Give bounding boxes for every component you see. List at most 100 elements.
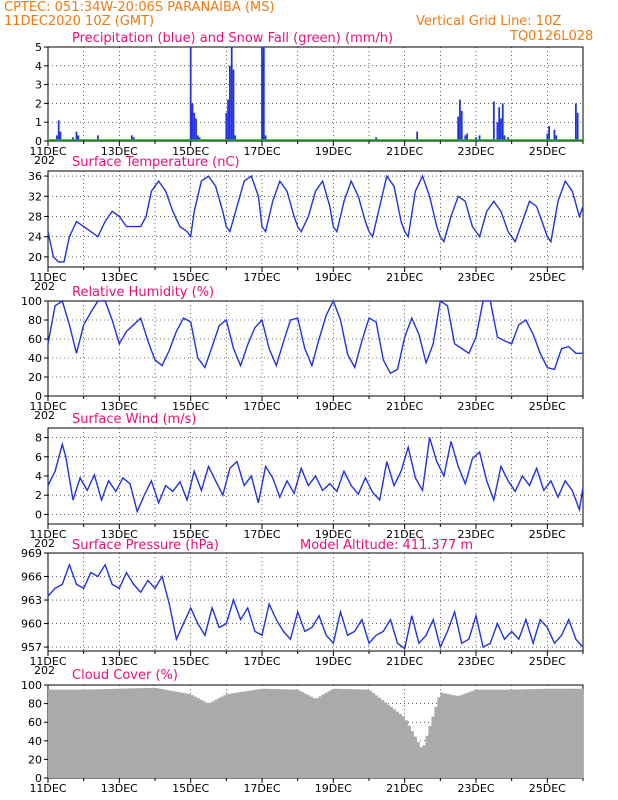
x-tick-label: 13DEC: [101, 400, 138, 413]
x-tick-label: 23DEC: [457, 782, 494, 795]
x-tick-label: 13DEC: [101, 528, 138, 541]
cloud-bar: [556, 688, 560, 778]
cloud-bar: [330, 689, 334, 778]
cloud-bar: [383, 702, 388, 778]
cloud-bar: [146, 687, 150, 778]
cloud-bar: [53, 689, 58, 778]
cloud-bar: [440, 692, 444, 778]
cloud-bar: [538, 688, 542, 778]
cloud-bar: [125, 688, 129, 778]
x-tick-label: 25DEC: [529, 655, 566, 668]
cloud-bar: [273, 689, 278, 778]
precipitation-bars: [48, 47, 583, 141]
y-tick-label: 100: [21, 679, 42, 692]
cloud-bar: [327, 691, 331, 778]
precipitation-bar: [261, 60, 264, 141]
x-tick-label: 23DEC: [457, 528, 494, 541]
y-tick-label: 28: [28, 210, 42, 223]
humidity-panel: Relative Humidity (%) 0 20 40 60 80 100 11DEC…: [21, 285, 584, 422]
precipitation-bar: [232, 69, 235, 141]
y-tick-label: 966: [21, 571, 42, 584]
x-tick-label: 23DEC: [457, 271, 494, 284]
cloud-bar: [160, 689, 165, 778]
cloud-bar: [101, 689, 105, 778]
cloud-bar: [175, 691, 180, 778]
precipitation-bar: [56, 135, 58, 141]
y-tick-label: 1: [35, 116, 42, 129]
wind-series-line: [47, 437, 584, 514]
humidity-x-ticks: 11DEC 13DEC 15DEC 17DEC 19DEC 21DEC 23DEC 25DEC…: [29, 396, 584, 422]
x-tick-label: 21DEC: [386, 271, 423, 284]
cloud-bar: [199, 699, 203, 778]
cloud-bar: [419, 747, 423, 778]
cloud-bar: [187, 694, 191, 778]
precipitation-bar: [264, 135, 267, 141]
cloud-bar: [458, 695, 462, 778]
precipitation-bar: [230, 47, 233, 141]
y-tick-label: 0: [35, 508, 42, 521]
cloud-bar: [163, 689, 168, 778]
cloud-bar: [169, 690, 174, 778]
cloud-bar: [354, 689, 358, 778]
x-tick-label: 17DEC: [243, 400, 280, 413]
precipitation-bar: [500, 118, 502, 141]
cloud-bar: [89, 689, 93, 778]
cloud-bar: [342, 688, 346, 778]
cloud-bar: [226, 694, 230, 778]
cloud-bar: [110, 688, 114, 778]
cloud-bar: [398, 714, 402, 778]
y-tick-label: 0: [35, 772, 42, 785]
cloud-bar: [196, 698, 200, 778]
precipitation-bar: [498, 107, 501, 141]
header-grid-note: Vertical Grid Line: 10Z: [416, 14, 561, 29]
precipitation-bar: [375, 137, 378, 141]
header-code: TQ0126L028: [509, 29, 593, 44]
cloud-bar: [229, 693, 233, 778]
y-tick-label: 60: [28, 716, 42, 729]
x-tick-label: 13DEC: [101, 782, 138, 795]
cloud-bar: [467, 692, 471, 778]
cloud-bar: [80, 689, 84, 778]
cloud-bar: [502, 689, 507, 778]
x-tick-label: 19DEC: [315, 528, 352, 541]
precipitation-bar: [464, 135, 467, 141]
cloud-bar: [95, 689, 99, 778]
x-tick-label: 21DEC: [386, 655, 423, 668]
temperature-x-ticks: 11DEC 13DEC 15DEC 17DEC 19DEC 21DEC 23DEC 25DEC…: [29, 267, 584, 293]
cloud-bar: [122, 688, 126, 778]
precipitation-bar: [503, 135, 506, 141]
cloud-bar: [303, 693, 307, 778]
x-tick-label: 19DEC: [315, 655, 352, 668]
x-tick-label: 23DEC: [457, 655, 494, 668]
precipitation-bar: [574, 103, 577, 141]
cloud-bar: [484, 689, 489, 778]
cloud-bar: [193, 696, 197, 778]
cloud-bar: [395, 711, 400, 778]
cloud-x-ticks: 11DEC 13DEC 15DEC 17DEC 19DEC 21DEC 23DEC 25DEC: [29, 778, 584, 795]
cloud-bar: [416, 741, 420, 778]
y-tick-label: 3: [35, 79, 42, 92]
cloud-bar: [208, 702, 212, 778]
wind-grid: [48, 428, 583, 524]
precipitation-bar: [501, 103, 504, 141]
cloud-bar: [83, 689, 87, 778]
cloud-bar: [315, 698, 319, 778]
cloud-bar: [214, 699, 218, 778]
cloud-bar: [324, 692, 328, 778]
cloud-bar: [401, 716, 405, 778]
precipitation-bar: [478, 135, 481, 141]
cloud-bar: [312, 698, 316, 778]
cloud-bar: [318, 696, 322, 778]
cloud-bar: [309, 696, 313, 778]
year-label-cut: 202: [34, 537, 55, 550]
cloud-bar: [256, 689, 260, 778]
x-tick-label: 21DEC: [386, 145, 423, 158]
header-location: CPTEC: 051:34W-20:06S PARANAIBA (MS): [4, 0, 275, 15]
humidity-series-line: [47, 299, 583, 375]
cloud-bar: [98, 689, 102, 778]
wind-x-ticks: 11DEC 13DEC 15DEC 17DEC 19DEC 21DEC 23DEC 25DEC…: [29, 524, 584, 550]
x-tick-label: 11DEC: [29, 400, 66, 413]
cloud-bar: [333, 688, 337, 778]
y-tick-label: 20: [28, 371, 42, 384]
cloud-bar: [511, 689, 515, 778]
